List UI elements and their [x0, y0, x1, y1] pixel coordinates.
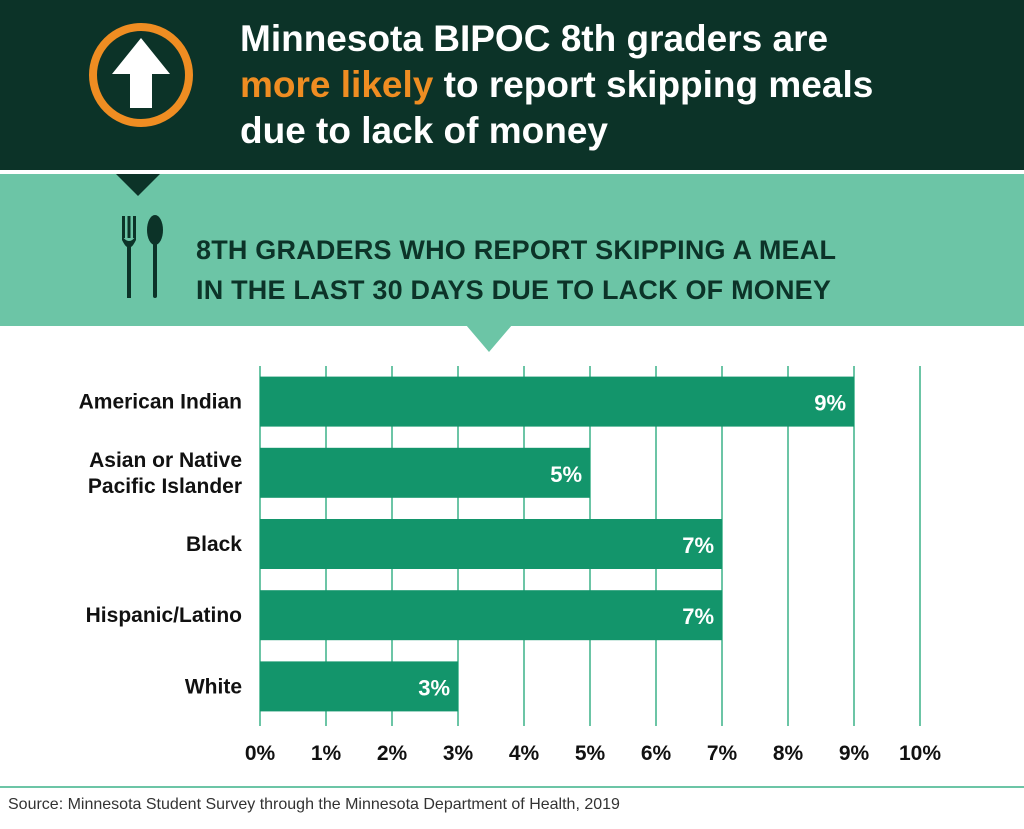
chart-title: 8TH GRADERS WHO REPORT SKIPPING A MEAL I… [196, 230, 996, 310]
data-label: 5% [550, 462, 582, 487]
bar [260, 590, 722, 641]
headline: Minnesota BIPOC 8th graders are more lik… [240, 16, 1000, 154]
category-label: Pacific Islander [88, 475, 242, 498]
header-divider [0, 170, 1024, 174]
fork-and-spoon-icon [122, 215, 163, 298]
x-tick-label: 0% [245, 742, 276, 765]
category-label: White [185, 675, 242, 698]
up-arrow-icon [89, 23, 193, 127]
x-tick-label: 9% [839, 742, 870, 765]
subtitle-band [0, 174, 1024, 326]
headline-line-2-rest: to report skipping meals [433, 64, 874, 105]
x-tick-label: 7% [707, 742, 738, 765]
bar [260, 447, 590, 498]
category-label: American Indian [79, 391, 242, 414]
headline-line-2: more likely to report skipping meals [240, 62, 1000, 108]
bar [260, 519, 722, 569]
bar [260, 661, 458, 712]
headline-accent: more likely [240, 64, 434, 105]
bar-chart: 9% American Indian 5% Asian or Native Pacifi… [79, 366, 941, 765]
data-label: 7% [682, 533, 714, 558]
data-label: 3% [418, 675, 450, 700]
x-tick-label: 8% [773, 742, 804, 765]
category-label: Hispanic/Latino [86, 604, 242, 627]
data-label: 7% [682, 604, 714, 629]
footer-divider [0, 786, 1024, 788]
bar [260, 376, 854, 427]
category-label: Black [186, 533, 242, 556]
x-tick-label: 3% [443, 742, 474, 765]
source-note: Source: Minnesota Student Survey through… [8, 796, 620, 813]
x-tick-label: 6% [641, 742, 672, 765]
data-label: 9% [814, 391, 846, 416]
category-label: Asian or Native [89, 449, 242, 472]
x-tick-label: 10% [899, 742, 941, 765]
subtitle-band-notch [116, 174, 512, 352]
chart-title-line-2: IN THE LAST 30 DAYS DUE TO LACK OF MONEY [196, 275, 832, 305]
x-tick-label: 2% [377, 742, 408, 765]
x-tick-label: 4% [509, 742, 540, 765]
x-tick-label: 1% [311, 742, 342, 765]
header-banner [0, 0, 1024, 170]
chart-title-line-1: 8TH GRADERS WHO REPORT SKIPPING A MEAL [196, 235, 837, 265]
headline-line-1: Minnesota BIPOC 8th graders are [240, 18, 829, 59]
headline-line-3: due to lack of money [240, 110, 609, 151]
x-tick-label: 5% [575, 742, 606, 765]
